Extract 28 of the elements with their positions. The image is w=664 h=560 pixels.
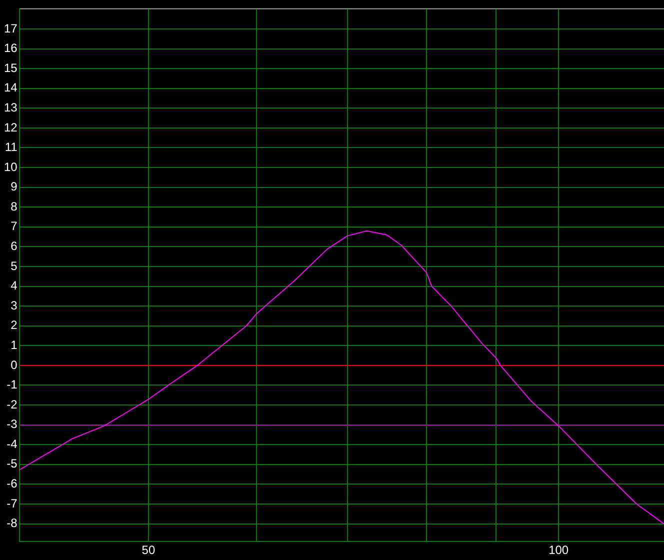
y-tick-label: 0 [10, 358, 18, 372]
y-tick-label: 9 [10, 180, 18, 194]
y-tick-label: -3 [6, 417, 18, 432]
y-tick-label: 2 [10, 318, 18, 332]
y-tick-label: 17 [4, 21, 18, 36]
y-tick-label: -1 [6, 378, 18, 392]
y-tick-label: -2 [6, 397, 18, 412]
y-tick-label: 5 [10, 258, 18, 273]
y-tick-label: 11 [4, 140, 18, 154]
y-tick-label: -4 [6, 436, 18, 451]
x-tick-label: 100 [548, 543, 569, 558]
y-tick-label: -7 [6, 496, 18, 510]
y-tick-label: 10 [4, 160, 18, 174]
y-tick-label: 15 [4, 60, 18, 75]
y-tick-label: 1 [10, 338, 18, 352]
y-tick-label: 13 [4, 100, 18, 114]
y-tick-label: -5 [6, 456, 18, 471]
x-tick-label: 50 [142, 543, 156, 558]
y-tick-label: -8 [6, 516, 18, 530]
y-tick-label: 7 [10, 219, 18, 234]
y-tick-label: 4 [10, 278, 18, 293]
y-tick-label: 14 [4, 80, 18, 95]
y-tick-label: 6 [10, 239, 18, 254]
y-tick-label: 8 [10, 199, 18, 214]
y-tick-label: 12 [4, 120, 18, 134]
y-tick-label: -6 [6, 476, 18, 491]
y-tick-label: 16 [4, 41, 18, 56]
y-tick-label: 3 [10, 298, 18, 312]
